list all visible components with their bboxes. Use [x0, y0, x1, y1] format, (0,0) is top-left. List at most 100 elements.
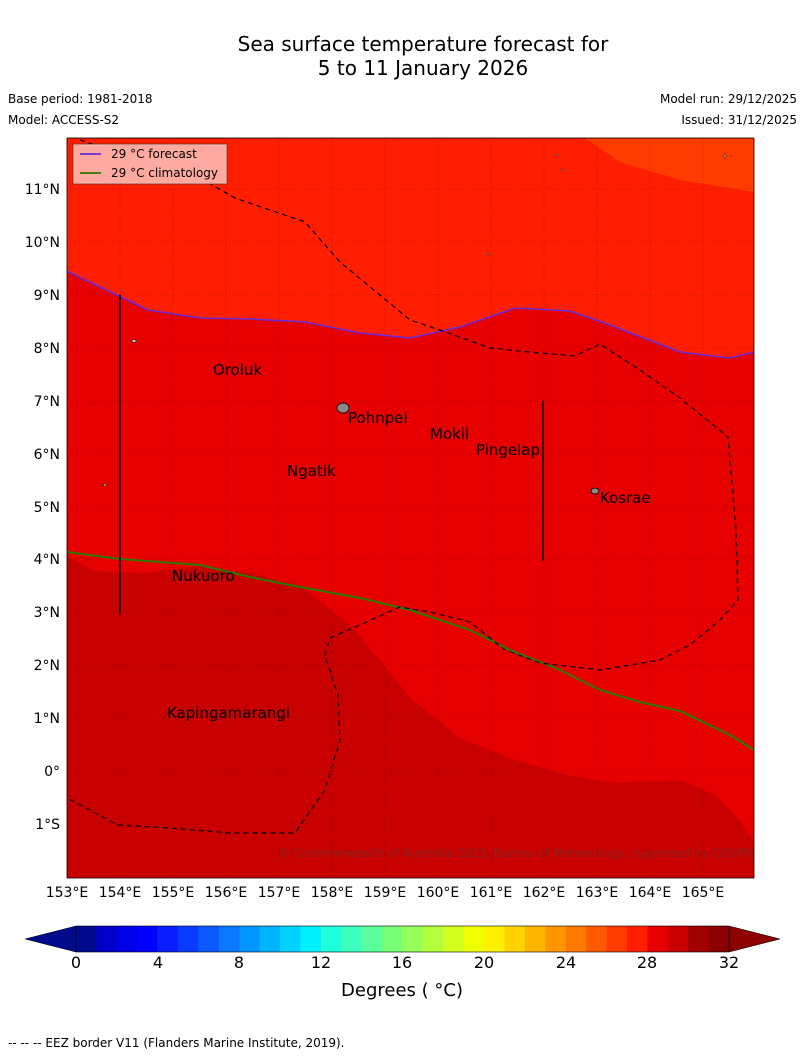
lon-tick-label: 157°E — [258, 885, 301, 901]
map-frame — [66, 137, 755, 879]
eez-borders — [67, 139, 739, 834]
place-kapingamarangi: Kapingamarangi — [167, 704, 290, 722]
lat-tick-label: 7°N — [34, 394, 60, 410]
lon-tick-label: 158°E — [311, 885, 354, 901]
colorbar-cell — [137, 926, 158, 952]
colorbar-frame — [75, 925, 730, 953]
colorbar-cell — [116, 926, 138, 952]
lat-tick-label: 9°N — [34, 288, 60, 304]
islet — [560, 168, 564, 172]
model-run: Model run: 29/12/2025 — [659, 92, 797, 106]
colorbar-tick-label: 32 — [719, 953, 739, 972]
lat-axis: 11°N 10°N 9°N 8°N 7°N 6°N 5°N 4°N 3°N 2°… — [25, 182, 60, 833]
colorbar-cell — [341, 926, 362, 952]
islet — [486, 252, 490, 256]
colorbar-cell — [320, 926, 342, 952]
lon-tick-label: 153°E — [46, 885, 89, 901]
colorbar-tick-label: 24 — [556, 953, 576, 972]
colorbar-cell — [259, 926, 281, 952]
colorbar-cell — [361, 926, 383, 952]
place-nukuoro: Nukuoro — [172, 567, 235, 585]
lon-axis: 153°E 154°E 155°E 156°E 157°E 158°E 159°… — [46, 885, 725, 901]
title-line-2: 5 to 11 January 2026 — [317, 56, 529, 80]
islet — [103, 483, 107, 487]
title-line-1: Sea surface temperature forecast for — [237, 32, 609, 56]
island-oroluk-reef — [131, 339, 137, 343]
island-kosrae — [590, 487, 600, 495]
legend-climatology-label: 29 °C climatology — [111, 166, 218, 180]
place-oroluk: Oroluk — [213, 361, 262, 379]
colorbar-cell — [178, 926, 199, 952]
lon-tick-label: 162°E — [523, 885, 566, 901]
colorbar-title: Degrees ( °C) — [341, 980, 463, 1001]
colorbar-cell — [280, 926, 301, 952]
legend: 29 °C forecast 29 °C climatology — [72, 143, 228, 185]
colorbar-cell — [422, 926, 444, 952]
colorbar-tick-label: 16 — [392, 953, 412, 972]
place-kosrae: Kosrae — [600, 489, 651, 507]
lat-tick-label: 1°N — [34, 711, 60, 727]
colorbar-cell — [76, 926, 97, 952]
colorbar-cell — [545, 926, 567, 952]
lon-tick-label: 159°E — [364, 885, 407, 901]
lat-tick-label: 5°N — [34, 500, 60, 516]
place-pingelap: Pingelap — [476, 441, 540, 459]
model-name: Model: ACCESS-S2 — [8, 113, 120, 127]
islet — [723, 154, 727, 158]
colorbar-cell — [504, 926, 526, 952]
colorbar-cell — [606, 926, 628, 952]
lat-tick-label: 11°N — [25, 182, 60, 198]
colorbar-cell — [218, 926, 240, 952]
lat-tick-label: 2°N — [34, 658, 60, 674]
islet — [555, 153, 559, 157]
colorbar-cell — [157, 926, 179, 952]
eez-footnote: -- -- -- EEZ border V11 (Flanders Marine… — [8, 1036, 345, 1050]
place-mokil: Mokil — [430, 425, 469, 443]
colorbar-high-extend — [728, 925, 781, 953]
place-ngatik: Ngatik — [287, 462, 336, 480]
colorbar-cell — [382, 926, 403, 952]
colorbar-cell — [586, 926, 607, 952]
colorbar-tick-label: 28 — [637, 953, 657, 972]
colorbar-tick-label: 0 — [71, 953, 81, 972]
lon-tick-label: 156°E — [205, 885, 248, 901]
colorbar-cell — [484, 926, 505, 952]
lat-tick-label: 1°S — [35, 817, 60, 833]
colorbar-tick-label: 8 — [234, 953, 244, 972]
lon-tick-label: 165°E — [682, 885, 725, 901]
colorbar-cell — [96, 926, 118, 952]
lat-tick-label: 3°N — [34, 605, 60, 621]
region-sst-31 — [67, 556, 754, 878]
place-pohnpei: Pohnpei — [348, 409, 408, 427]
colorbar-cell — [463, 926, 485, 952]
colorbar-cell — [626, 926, 648, 952]
climatology-29c-contour — [67, 551, 754, 751]
lon-tick-label: 164°E — [629, 885, 672, 901]
colorbar-tick-label: 12 — [311, 953, 331, 972]
lat-tick-label: 0° — [44, 764, 60, 780]
colorbar — [24, 925, 781, 953]
colorbar-ticks: 0 4 8 12 16 20 24 28 32 — [71, 953, 739, 972]
colorbar-cell — [647, 926, 669, 952]
colorbar-cell — [708, 926, 730, 952]
lon-tick-label: 163°E — [576, 885, 619, 901]
lat-tick-label: 10°N — [25, 235, 60, 251]
colorbar-cell — [402, 926, 424, 952]
colorbar-cell — [524, 926, 546, 952]
legend-forecast-label: 29 °C forecast — [111, 147, 197, 161]
colorbar-low-extend — [24, 925, 77, 953]
lat-tick-label: 4°N — [34, 552, 60, 568]
colorbar-tick-label: 4 — [153, 953, 163, 972]
colorbar-cell — [667, 926, 689, 952]
lon-tick-label: 154°E — [99, 885, 142, 901]
colorbar-cell — [300, 926, 322, 952]
lat-tick-label: 6°N — [34, 447, 60, 463]
copyright-notice: © Commonwealth of Australia 2025, Bureau… — [279, 846, 763, 860]
colorbar-tick-label: 20 — [474, 953, 494, 972]
lon-tick-label: 161°E — [470, 885, 513, 901]
issued-date: Issued: 31/12/2025 — [681, 113, 797, 127]
lat-tick-label: 8°N — [34, 341, 60, 357]
region-sst-28 — [585, 138, 754, 192]
colorbar-cell — [198, 926, 220, 952]
